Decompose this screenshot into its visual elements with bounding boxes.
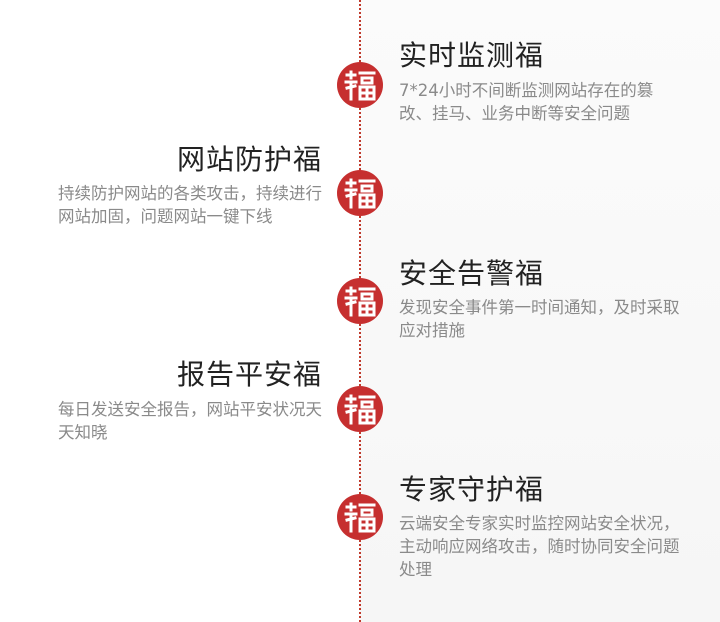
fu-seal-graphic <box>344 502 376 533</box>
feature-description: 7*24小时不间断监测网站存在的篡改、挂马、业务中断等安全问题 <box>399 81 654 123</box>
fu-seal-graphic <box>344 286 376 317</box>
fu-seal-graphic <box>344 178 376 209</box>
feature-title: 网站防护福 <box>176 143 322 176</box>
feature-description: 云端安全专家实时监控网站安全状况，主动响应网络攻击，随时协同安全问题处理 <box>399 514 680 579</box>
fu-seal-icon <box>337 62 383 108</box>
fu-seal-graphic <box>344 70 376 101</box>
fu-seal-graphic <box>344 394 376 425</box>
feature-title: 专家守护福 <box>399 473 545 506</box>
feature-title: 安全告警福 <box>399 257 545 290</box>
fu-seal-icon <box>337 278 383 324</box>
fu-seal-icon <box>337 170 383 216</box>
fu-seal-icon <box>337 386 383 432</box>
feature-title: 实时监测福 <box>399 39 545 72</box>
right-panel-background <box>360 0 720 622</box>
feature-description: 发现安全事件第一时间通知，及时采取应对措施 <box>399 298 680 340</box>
feature-title: 报告平安福 <box>176 358 322 391</box>
feature-description: 持续防护网站的各类攻击，持续进行网站加固，问题网站一键下线 <box>58 184 322 226</box>
feature-description: 每日发送安全报告，网站平安状况天天知晓 <box>58 400 322 442</box>
fu-seal-icon <box>337 494 383 540</box>
